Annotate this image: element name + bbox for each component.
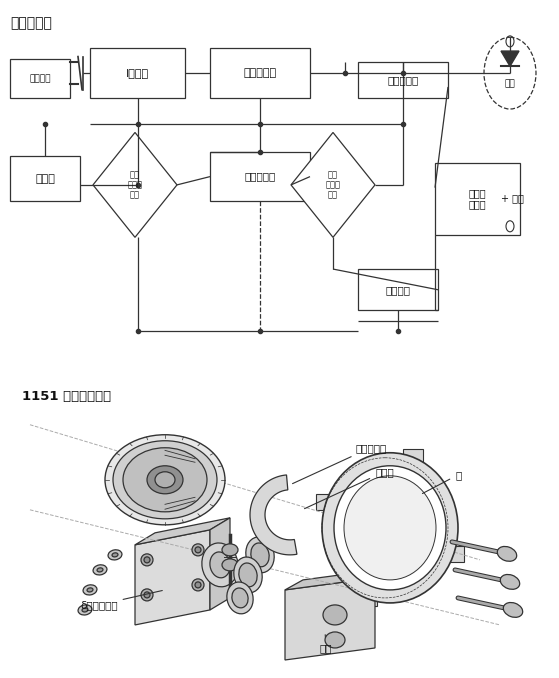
Text: 电流
控制放
大器: 电流 控制放 大器: [325, 170, 340, 200]
Polygon shape: [210, 518, 230, 610]
Bar: [210, 48, 310, 98]
Ellipse shape: [155, 472, 175, 487]
FancyBboxPatch shape: [444, 546, 464, 561]
Ellipse shape: [195, 582, 201, 588]
Text: 电路板: 电路板: [305, 466, 394, 508]
Ellipse shape: [210, 552, 230, 578]
Ellipse shape: [239, 563, 257, 586]
Polygon shape: [285, 568, 393, 590]
Text: δ室测量组件: δ室测量组件: [80, 591, 162, 610]
Ellipse shape: [112, 553, 118, 557]
Ellipse shape: [500, 574, 520, 589]
Ellipse shape: [105, 435, 225, 525]
Ellipse shape: [251, 543, 269, 567]
Bar: [90, 48, 185, 98]
Text: 盖: 盖: [423, 470, 461, 494]
Ellipse shape: [141, 589, 153, 601]
Text: 测量元件: 测量元件: [29, 74, 51, 83]
Ellipse shape: [141, 554, 153, 566]
FancyBboxPatch shape: [357, 591, 377, 606]
Text: 放大器壳体: 放大器壳体: [292, 443, 386, 483]
Polygon shape: [250, 475, 297, 555]
Text: + 信号: + 信号: [500, 193, 523, 203]
Ellipse shape: [113, 441, 217, 519]
Ellipse shape: [246, 537, 274, 573]
Ellipse shape: [97, 568, 103, 572]
FancyBboxPatch shape: [316, 494, 336, 510]
Ellipse shape: [344, 476, 436, 580]
Ellipse shape: [123, 447, 207, 512]
Text: 电压调节器: 电压调节器: [244, 172, 276, 182]
Polygon shape: [135, 518, 230, 545]
Text: 上盖: 上盖: [320, 635, 333, 653]
Polygon shape: [135, 530, 210, 625]
Bar: [358, 269, 438, 311]
Bar: [10, 156, 80, 201]
Ellipse shape: [222, 544, 238, 556]
Ellipse shape: [108, 550, 122, 560]
Ellipse shape: [234, 557, 262, 593]
Ellipse shape: [222, 559, 238, 571]
Ellipse shape: [78, 605, 92, 615]
Text: 振荡
控制放
大器: 振荡 控制放 大器: [127, 170, 143, 200]
Ellipse shape: [334, 466, 446, 590]
Ellipse shape: [87, 588, 93, 592]
Polygon shape: [93, 132, 177, 237]
Ellipse shape: [195, 547, 201, 553]
Ellipse shape: [192, 579, 204, 591]
Ellipse shape: [192, 544, 204, 556]
FancyBboxPatch shape: [403, 450, 423, 465]
Ellipse shape: [323, 605, 347, 625]
Text: 振荡器: 振荡器: [35, 174, 55, 184]
Text: I解调器: I解调器: [126, 68, 149, 78]
Bar: [358, 62, 448, 98]
Bar: [210, 152, 310, 201]
Ellipse shape: [93, 565, 107, 575]
Text: 1151 变送器装配图: 1151 变送器装配图: [22, 390, 111, 403]
Text: 电路方块图: 电路方块图: [10, 16, 52, 31]
Text: 反向极
性保护: 反向极 性保护: [468, 188, 486, 210]
Text: 电流检测器: 电流检测器: [243, 68, 277, 78]
Ellipse shape: [498, 546, 517, 561]
Polygon shape: [501, 51, 519, 66]
Text: 电流限制器: 电流限制器: [387, 75, 419, 85]
Text: 电流控制: 电流控制: [386, 285, 410, 295]
Bar: [435, 163, 520, 235]
Ellipse shape: [227, 582, 253, 614]
Ellipse shape: [322, 453, 458, 603]
Ellipse shape: [202, 543, 238, 586]
Ellipse shape: [144, 592, 150, 598]
Ellipse shape: [147, 466, 183, 494]
Ellipse shape: [83, 585, 97, 595]
Ellipse shape: [144, 557, 150, 563]
Ellipse shape: [503, 603, 523, 618]
Ellipse shape: [82, 608, 88, 612]
Polygon shape: [285, 578, 375, 660]
Ellipse shape: [325, 632, 345, 648]
Text: 试验: 试验: [505, 80, 515, 89]
Polygon shape: [291, 132, 375, 237]
Bar: [10, 60, 70, 98]
Ellipse shape: [232, 588, 248, 608]
